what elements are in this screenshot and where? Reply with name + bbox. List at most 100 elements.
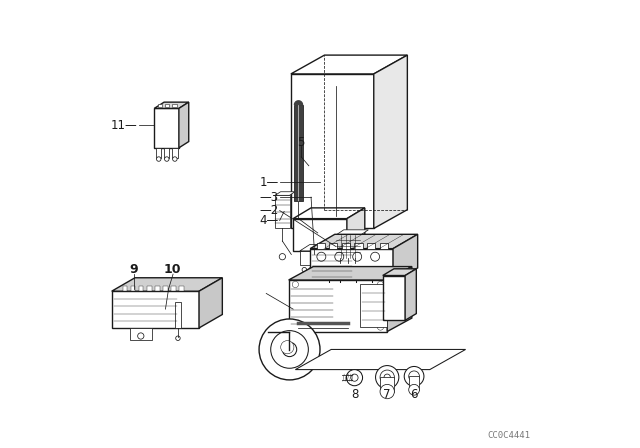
Circle shape bbox=[282, 342, 297, 357]
Polygon shape bbox=[296, 349, 466, 370]
Polygon shape bbox=[310, 249, 393, 282]
Text: 6: 6 bbox=[410, 388, 418, 401]
Circle shape bbox=[380, 370, 394, 384]
Circle shape bbox=[378, 281, 383, 288]
Text: 10: 10 bbox=[163, 263, 181, 276]
Text: 9: 9 bbox=[130, 263, 138, 276]
Circle shape bbox=[323, 267, 327, 272]
Polygon shape bbox=[199, 278, 222, 328]
Text: 11—: 11— bbox=[111, 119, 138, 132]
Polygon shape bbox=[355, 243, 362, 249]
Polygon shape bbox=[293, 219, 347, 251]
Polygon shape bbox=[163, 286, 168, 291]
Polygon shape bbox=[147, 286, 152, 291]
Polygon shape bbox=[330, 243, 337, 249]
Circle shape bbox=[259, 319, 320, 380]
Circle shape bbox=[351, 374, 358, 381]
Polygon shape bbox=[175, 302, 181, 328]
Circle shape bbox=[346, 370, 362, 386]
Circle shape bbox=[292, 281, 298, 288]
Circle shape bbox=[409, 384, 419, 395]
Polygon shape bbox=[342, 243, 350, 249]
Polygon shape bbox=[336, 235, 360, 258]
Circle shape bbox=[279, 254, 285, 260]
Circle shape bbox=[164, 157, 169, 161]
Polygon shape bbox=[393, 234, 418, 282]
Polygon shape bbox=[123, 286, 127, 291]
Circle shape bbox=[176, 336, 180, 340]
Text: 7: 7 bbox=[383, 388, 391, 401]
Polygon shape bbox=[310, 234, 418, 249]
Polygon shape bbox=[380, 377, 394, 392]
Circle shape bbox=[409, 371, 419, 382]
Polygon shape bbox=[164, 148, 170, 158]
Polygon shape bbox=[347, 208, 365, 251]
Circle shape bbox=[380, 384, 394, 399]
Circle shape bbox=[338, 262, 342, 267]
Circle shape bbox=[353, 262, 358, 267]
Circle shape bbox=[157, 157, 161, 161]
Circle shape bbox=[404, 366, 424, 386]
Polygon shape bbox=[409, 376, 419, 390]
Polygon shape bbox=[275, 192, 295, 195]
Circle shape bbox=[138, 333, 144, 339]
Text: 8: 8 bbox=[351, 388, 358, 401]
Polygon shape bbox=[155, 286, 159, 291]
Polygon shape bbox=[336, 230, 369, 235]
Polygon shape bbox=[387, 267, 412, 332]
Circle shape bbox=[378, 324, 383, 330]
Text: —3: —3 bbox=[260, 190, 279, 204]
Circle shape bbox=[302, 267, 307, 272]
Circle shape bbox=[384, 374, 390, 380]
Circle shape bbox=[308, 267, 314, 272]
Polygon shape bbox=[154, 108, 179, 148]
Polygon shape bbox=[275, 195, 289, 228]
Text: 4—: 4— bbox=[260, 214, 279, 227]
Polygon shape bbox=[139, 286, 143, 291]
Circle shape bbox=[292, 324, 298, 330]
Polygon shape bbox=[367, 243, 375, 249]
Polygon shape bbox=[112, 278, 222, 291]
Circle shape bbox=[371, 252, 380, 261]
Circle shape bbox=[317, 252, 326, 261]
Circle shape bbox=[281, 340, 294, 354]
Polygon shape bbox=[172, 286, 176, 291]
Circle shape bbox=[316, 267, 320, 272]
Polygon shape bbox=[158, 104, 163, 107]
Polygon shape bbox=[405, 269, 417, 320]
Text: CC0C4441: CC0C4441 bbox=[488, 431, 531, 440]
Polygon shape bbox=[380, 243, 388, 249]
Polygon shape bbox=[291, 74, 374, 228]
Circle shape bbox=[346, 262, 350, 267]
Circle shape bbox=[376, 366, 399, 389]
Polygon shape bbox=[172, 148, 177, 158]
Polygon shape bbox=[289, 267, 412, 280]
Circle shape bbox=[353, 252, 362, 261]
Polygon shape bbox=[156, 148, 161, 158]
Text: 1—: 1— bbox=[260, 176, 279, 189]
Text: —2: —2 bbox=[260, 204, 279, 217]
Polygon shape bbox=[172, 104, 177, 107]
Circle shape bbox=[173, 157, 177, 161]
Polygon shape bbox=[317, 243, 325, 249]
Circle shape bbox=[335, 252, 344, 261]
Polygon shape bbox=[293, 208, 365, 219]
Polygon shape bbox=[165, 104, 170, 107]
Polygon shape bbox=[294, 101, 303, 105]
Polygon shape bbox=[294, 105, 303, 201]
Polygon shape bbox=[131, 286, 136, 291]
Polygon shape bbox=[332, 245, 342, 265]
Polygon shape bbox=[383, 269, 417, 276]
Polygon shape bbox=[291, 55, 407, 74]
Polygon shape bbox=[360, 284, 387, 327]
Polygon shape bbox=[112, 291, 199, 328]
Polygon shape bbox=[300, 251, 332, 265]
Text: 5: 5 bbox=[298, 136, 305, 149]
Polygon shape bbox=[179, 102, 189, 148]
Circle shape bbox=[271, 331, 308, 368]
Polygon shape bbox=[374, 55, 407, 228]
Polygon shape bbox=[300, 245, 342, 251]
Polygon shape bbox=[154, 102, 189, 108]
Polygon shape bbox=[289, 280, 387, 332]
Polygon shape bbox=[383, 276, 405, 320]
